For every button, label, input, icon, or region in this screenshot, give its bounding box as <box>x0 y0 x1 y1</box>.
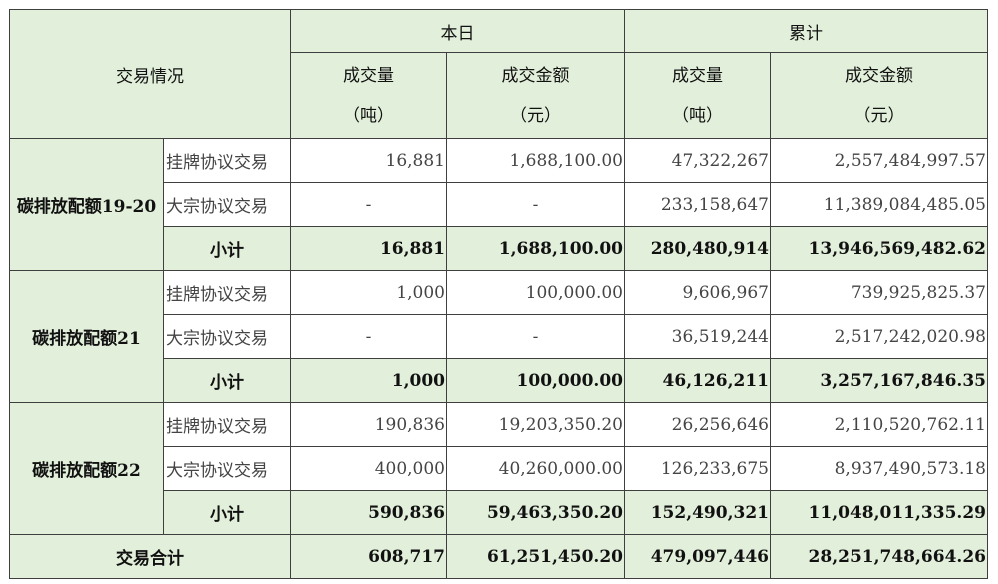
trade-type: 挂牌协议交易 <box>163 138 291 183</box>
cum-volume: 479,097,446 <box>624 534 771 579</box>
product-name: 碳排放配额19-20 <box>9 138 164 271</box>
header-amount-unit: （元） <box>853 105 905 126</box>
header-volume-label: 成交量 <box>672 65 723 86</box>
cum-amount: 2,517,242,020.98 <box>770 314 988 359</box>
subtotal-label: 小计 <box>163 490 291 535</box>
trade-summary-table: 交易情况 本日 累计 成交量 （吨） 成交金额 （元） 成交量 （吨） 成交金额… <box>9 9 988 579</box>
trade-type: 大宗协议交易 <box>163 314 291 359</box>
header-today-amount: 成交金额 （元） <box>446 52 625 139</box>
today-amount: 100,000.00 <box>446 358 625 403</box>
cum-amount: 11,048,011,335.29 <box>770 490 988 535</box>
header-today: 本日 <box>290 9 625 53</box>
header-trade-situation: 交易情况 <box>9 9 291 139</box>
today-volume: 608,717 <box>290 534 447 579</box>
header-cumulative: 累计 <box>624 9 988 53</box>
cum-volume: 46,126,211 <box>624 358 771 403</box>
header-volume-label: 成交量 <box>343 65 394 86</box>
subtotal-row: 小计 1,000 100,000.00 46,126,211 3,257,167… <box>9 358 988 403</box>
cum-volume: 280,480,914 <box>624 226 771 271</box>
today-volume: 400,000 <box>290 446 447 491</box>
header-volume-unit: （吨） <box>672 105 723 126</box>
trade-type: 大宗协议交易 <box>163 182 291 227</box>
cum-volume: 152,490,321 <box>624 490 771 535</box>
subtotal-row: 小计 590,836 59,463,350.20 152,490,321 11,… <box>9 490 988 535</box>
today-volume: - <box>290 182 447 227</box>
cum-amount: 3,257,167,846.35 <box>770 358 988 403</box>
trade-type: 挂牌协议交易 <box>163 270 291 315</box>
today-volume: 16,881 <box>290 226 447 271</box>
cum-volume: 36,519,244 <box>624 314 771 359</box>
today-amount: 100,000.00 <box>446 270 625 315</box>
table-row: 大宗协议交易 - - 233,158,647 11,389,084,485.05 <box>10 182 988 227</box>
table-row: 大宗协议交易 400,000 40,260,000.00 126,233,675… <box>10 446 988 491</box>
total-label: 交易合计 <box>9 534 291 579</box>
header-today-volume: 成交量 （吨） <box>290 52 447 139</box>
cum-volume: 233,158,647 <box>624 182 771 227</box>
today-volume: 1,000 <box>290 270 447 315</box>
cum-volume: 47,322,267 <box>624 138 771 183</box>
today-volume: 1,000 <box>290 358 447 403</box>
header-volume-unit: （吨） <box>343 105 394 126</box>
today-volume: - <box>290 314 447 359</box>
cum-amount: 2,557,484,997.57 <box>770 138 988 183</box>
subtotal-label: 小计 <box>163 226 291 271</box>
cum-volume: 26,256,646 <box>624 402 771 447</box>
trade-type: 大宗协议交易 <box>163 446 291 491</box>
header-amount-label: 成交金额 <box>845 65 913 86</box>
table-row: 碳排放配额21 挂牌协议交易 1,000 100,000.00 9,606,96… <box>9 270 988 403</box>
cum-amount: 13,946,569,482.62 <box>770 226 988 271</box>
today-amount: 40,260,000.00 <box>446 446 625 491</box>
today-amount: - <box>446 182 625 227</box>
product-name: 碳排放配额22 <box>9 402 164 535</box>
today-volume: 590,836 <box>290 490 447 535</box>
table-row: 碳排放配额22 挂牌协议交易 190,836 19,203,350.20 26,… <box>9 402 988 535</box>
trade-type: 挂牌协议交易 <box>163 402 291 447</box>
product-name: 碳排放配额21 <box>9 270 164 403</box>
header-amount-unit: （元） <box>510 105 561 126</box>
today-amount: 59,463,350.20 <box>446 490 625 535</box>
total-row: 交易合计 608,717 61,251,450.20 479,097,446 2… <box>9 534 988 579</box>
today-volume: 16,881 <box>290 138 447 183</box>
cum-amount: 11,389,084,485.05 <box>770 182 988 227</box>
header-cum-volume: 成交量 （吨） <box>624 52 771 139</box>
cum-amount: 8,937,490,573.18 <box>770 446 988 491</box>
subtotal-row: 小计 16,881 1,688,100.00 280,480,914 13,94… <box>9 226 988 271</box>
cum-volume: 9,606,967 <box>624 270 771 315</box>
table-row: 大宗协议交易 - - 36,519,244 2,517,242,020.98 <box>10 314 988 359</box>
header-cum-amount: 成交金额 （元） <box>770 52 988 139</box>
cum-amount: 28,251,748,664.26 <box>770 534 988 579</box>
cum-amount: 739,925,825.37 <box>770 270 988 315</box>
today-amount: 19,203,350.20 <box>446 402 625 447</box>
today-amount: 1,688,100.00 <box>446 138 625 183</box>
cum-volume: 126,233,675 <box>624 446 771 491</box>
today-amount: 1,688,100.00 <box>446 226 625 271</box>
today-volume: 190,836 <box>290 402 447 447</box>
today-amount: 61,251,450.20 <box>446 534 625 579</box>
cum-amount: 2,110,520,762.11 <box>770 402 988 447</box>
subtotal-label: 小计 <box>163 358 291 403</box>
table-row: 碳排放配额19-20 挂牌协议交易 16,881 1,688,100.00 47… <box>9 138 988 271</box>
today-amount: - <box>446 314 625 359</box>
header-amount-label: 成交金额 <box>501 65 570 86</box>
